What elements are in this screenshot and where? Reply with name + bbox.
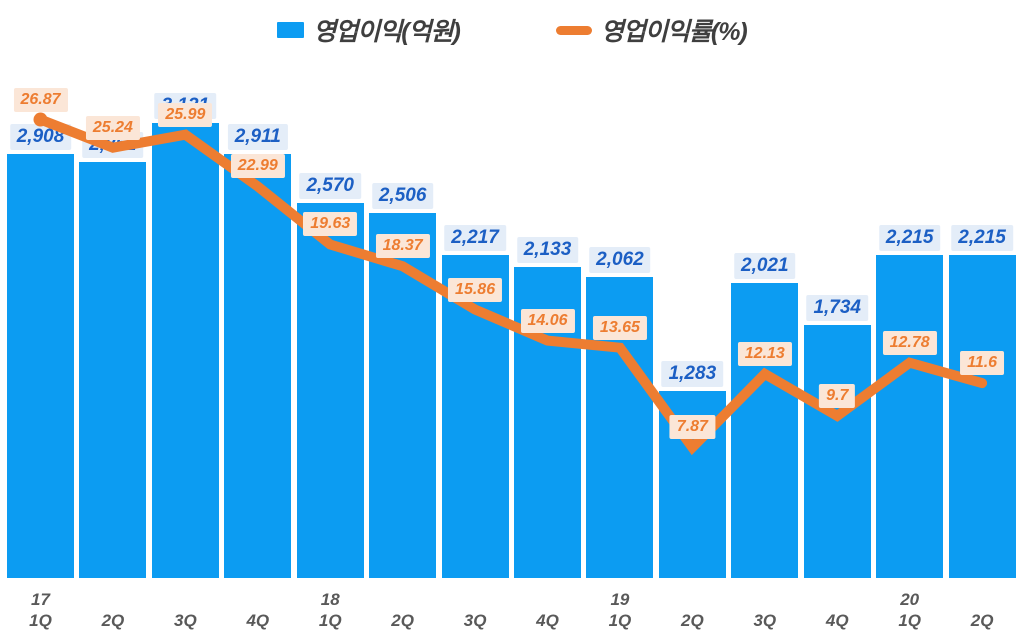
x-axis-quarter-label: 3Q [174,611,197,630]
legend: 영업이익(억원) 영업이익률(%) [0,8,1024,52]
margin-value-label: 19.63 [303,212,358,237]
legend-item-operating-profit: 영업이익(억원) [277,12,461,48]
margin-value-label: 13.65 [592,315,647,340]
x-axis-quarter-label: 4Q [536,611,559,630]
margin-value-label: 26.87 [13,87,68,112]
bar-segment [151,123,219,578]
bar-segment [7,154,74,578]
x-axis-year-label: 19 [610,590,630,609]
margin-value-label: 7.87 [669,415,715,440]
bar-segment [224,153,292,578]
x-axis-quarter-label: 4Q [246,611,270,630]
margin-value-label: 25.99 [158,102,213,127]
x-axis-quarter-label: 2Q [970,611,994,630]
line-series-swatch-icon [555,25,592,35]
margin-value-label: 15.86 [448,277,503,302]
bar-segment [731,283,799,578]
x-axis-quarter-label: 1Q [898,611,921,630]
margin-value-label: 12.78 [882,330,937,355]
bar-value-label: 2,062 [589,247,651,274]
bar-value-label: 2,021 [734,253,796,280]
x-axis-year-label: 20 [900,590,920,609]
bar-value-label: 2,215 [878,225,941,252]
bar-value-label: 2,506 [371,182,434,209]
x-axis-quarter-label: 2Q [391,611,414,630]
margin-value-label: 14.06 [520,308,575,333]
margin-value-label: 9.7 [819,383,856,408]
bar-segment [369,212,437,578]
bar-value-label: 2,911 [227,123,288,150]
x-axis-quarter-label: 1Q [29,611,52,630]
legend-label-operating-profit: 영업이익(억원) [313,18,461,46]
bar-segment [79,162,147,578]
x-axis-quarter-label: 1Q [318,611,342,630]
legend-label-operating-margin: 영업이익률(%) [600,18,748,46]
x-axis-quarter-label: 4Q [825,611,849,630]
margin-value-label: 25.24 [85,115,140,140]
bar-segment [876,255,944,578]
x-axis-quarter-label: 3Q [463,611,487,630]
bar-value-label: 1,734 [806,295,868,322]
margin-value-label: 11.6 [960,351,1005,376]
x-axis-quarter-label: 2Q [681,611,704,630]
x-axis-quarter-label: 3Q [753,611,777,630]
bar-value-label: 2,217 [444,224,506,251]
bar-value-label: 2,215 [951,225,1013,252]
x-axis-year-label: 17 [31,590,50,609]
margin-value-label: 18.37 [375,234,430,259]
bar-segment [948,255,1016,578]
bar-series-swatch-icon [277,22,305,38]
bar-segment [803,325,871,578]
bar-segment [441,254,509,578]
x-axis-quarter-label: 1Q [608,611,632,630]
bar-value-label: 2,570 [299,173,361,200]
legend-item-operating-margin: 영업이익률(%) [555,12,748,48]
bar-value-label: 1,283 [661,360,724,387]
bar-segment [296,203,364,578]
margin-value-label: 22.99 [230,154,285,179]
x-axis-year-label: 18 [320,590,340,609]
bar-value-label: 2,133 [516,237,579,264]
x-axis-quarter-label: 2Q [101,611,125,630]
margin-value-label: 12.13 [737,341,792,366]
bar-value-label: 2,908 [9,124,72,151]
